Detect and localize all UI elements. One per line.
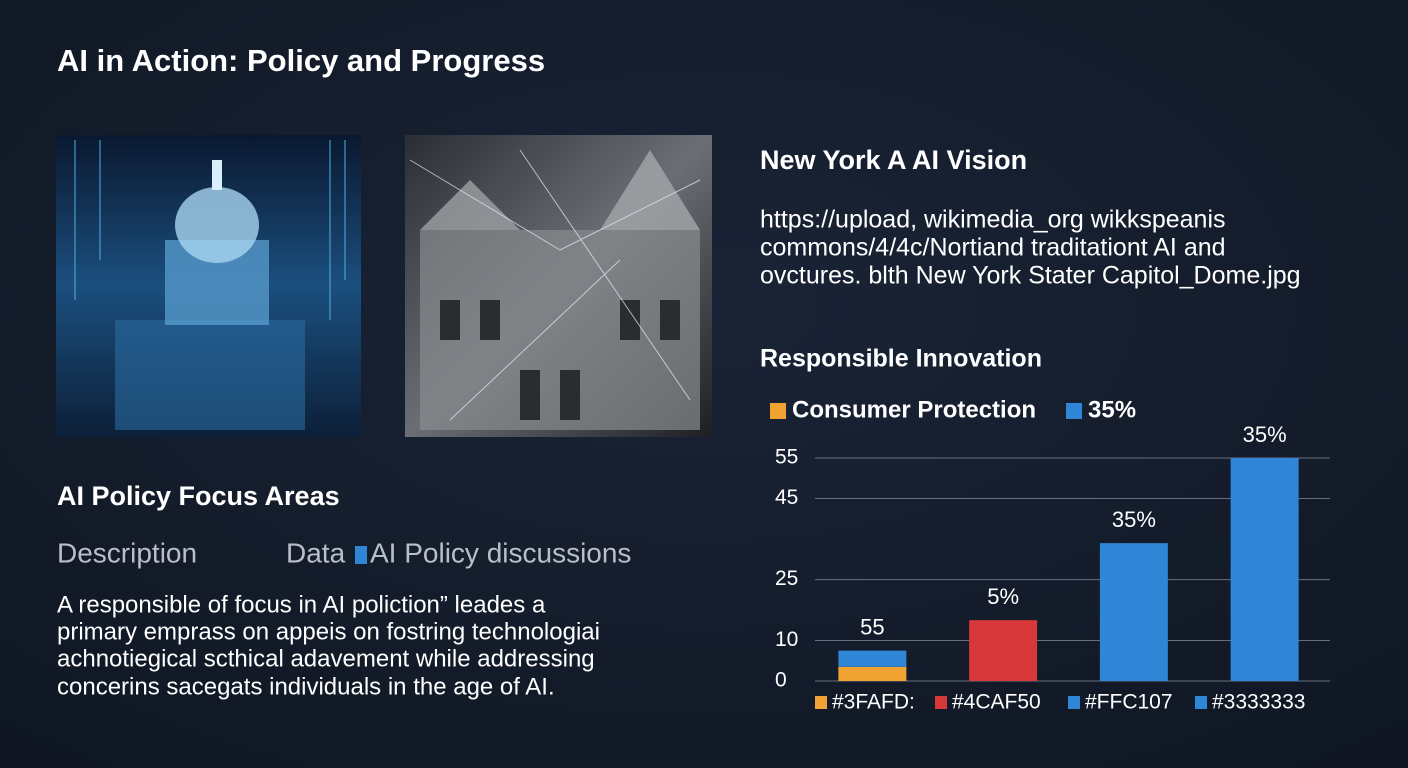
page-title: AI in Action: Policy and Progress bbox=[57, 43, 545, 78]
paragraph-line: A responsible of focus in AI poliction” … bbox=[57, 591, 546, 618]
section-heading: AI Policy Focus Areas bbox=[57, 481, 340, 511]
bar-label: 35% bbox=[1112, 507, 1156, 532]
capitol-image bbox=[56, 135, 361, 437]
url-line: commons/4/4c/Nortiand traditationt AI an… bbox=[760, 234, 1226, 262]
legend-label: #FFC107 bbox=[1085, 691, 1173, 714]
bar-label: 35% bbox=[1243, 422, 1287, 447]
header-swatch bbox=[770, 403, 786, 419]
bar bbox=[838, 650, 907, 667]
header-label: Consumer Protection bbox=[792, 396, 1036, 423]
y-tick-label: 25 bbox=[775, 567, 798, 590]
legend-label: #4CAF50 bbox=[952, 691, 1041, 714]
legend-label: #3FAFD: bbox=[832, 691, 915, 714]
marker bbox=[355, 546, 367, 564]
y-tick-label: 10 bbox=[775, 628, 798, 651]
url-line: https://upload, wikimedia_org wikkspeani… bbox=[760, 206, 1226, 234]
header-swatch bbox=[1066, 403, 1082, 419]
building-image bbox=[405, 135, 712, 437]
legend-swatch bbox=[935, 696, 947, 709]
paragraph-line: concerins sacegats individuals in the ag… bbox=[57, 673, 555, 700]
paragraph-line: primary emprass on appeis on fostring te… bbox=[57, 618, 600, 645]
chart: Consumer Protection 35% 0 10 25 45 55 55 5% 35% 35… bbox=[770, 396, 1330, 714]
chart-heading: Responsible Innovation bbox=[760, 345, 1042, 373]
legend-swatch bbox=[1068, 696, 1080, 709]
legend-swatch bbox=[815, 696, 827, 709]
section-heading: New York A AI Vision bbox=[760, 145, 1027, 175]
y-tick-label: 55 bbox=[775, 446, 798, 469]
bar-label: 55 bbox=[860, 614, 884, 639]
legend-label: #3333333 bbox=[1212, 691, 1305, 714]
bar bbox=[1230, 458, 1299, 681]
bar bbox=[1099, 543, 1168, 681]
bar bbox=[838, 666, 907, 681]
url-line: ovctures. blth New York Stater Capitol_D… bbox=[760, 262, 1301, 290]
bar bbox=[969, 620, 1038, 681]
column-label: Data bbox=[286, 537, 346, 568]
paragraph-line: achnotiegical scthical adavement while a… bbox=[57, 645, 595, 672]
column-label: AI Policy discussions bbox=[370, 537, 631, 568]
bar-label: 5% bbox=[987, 584, 1019, 609]
header-label: 35% bbox=[1088, 396, 1136, 423]
column-label: Description bbox=[57, 537, 197, 568]
y-tick-label: 0 bbox=[775, 669, 787, 692]
legend-swatch bbox=[1195, 696, 1207, 709]
y-tick-label: 45 bbox=[775, 486, 798, 509]
